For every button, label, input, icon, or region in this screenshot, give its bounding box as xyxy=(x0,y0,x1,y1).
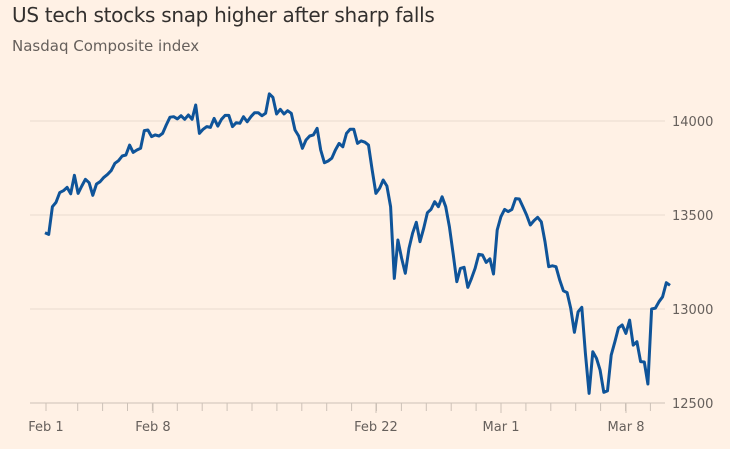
chart-subtitle: Nasdaq Composite index xyxy=(12,37,200,55)
x-tick-label-mar-1: Mar 1 xyxy=(483,420,520,435)
chart-title: US tech stocks snap higher after sharp f… xyxy=(12,3,435,27)
x-tick-label-feb-22: Feb 22 xyxy=(354,420,398,435)
y-tick-label: 13000 xyxy=(672,303,713,318)
y-tick-label: 12500 xyxy=(672,397,713,412)
x-tick-label-feb-1: Feb 1 xyxy=(28,420,63,435)
x-tick-label-mar-8: Mar 8 xyxy=(608,420,645,435)
nasdaq-line xyxy=(44,92,671,395)
y-tick-label: 14000 xyxy=(672,115,713,130)
x-tick-label-feb-8: Feb 8 xyxy=(135,420,170,435)
y-tick-label: 13500 xyxy=(672,209,713,224)
